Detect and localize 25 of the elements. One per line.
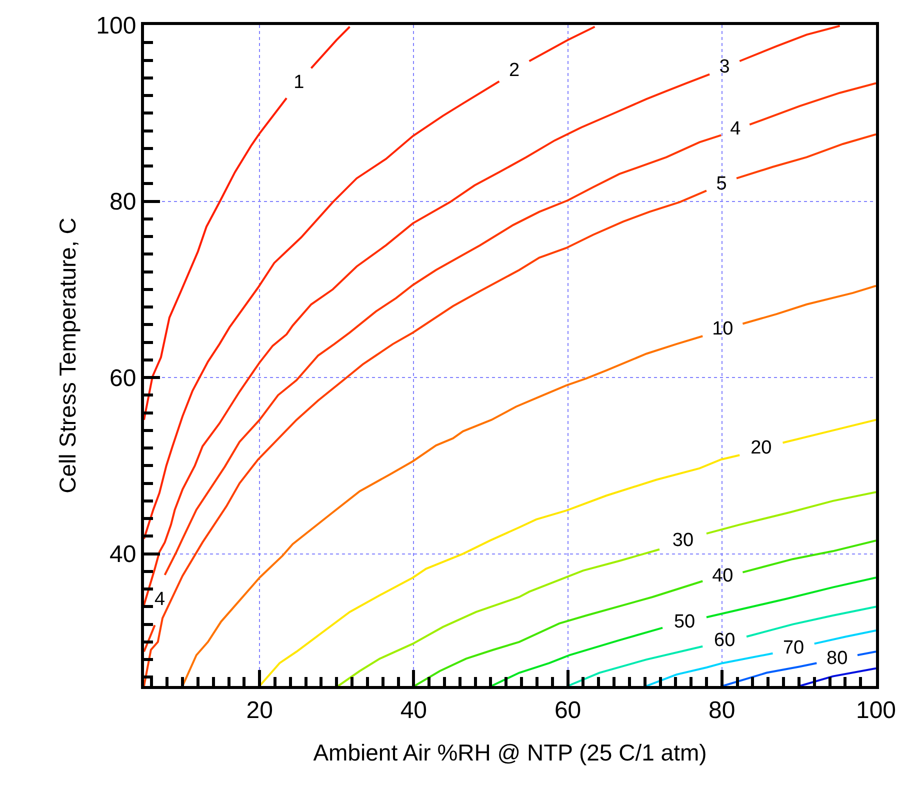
- y-tick-label: 100: [96, 12, 136, 40]
- text: 4: [154, 588, 166, 610]
- x-tick-label: 100: [856, 696, 896, 724]
- x-tick-label: 80: [708, 696, 736, 724]
- series-label: 1: [294, 72, 304, 93]
- x-tick-label: 60: [554, 696, 582, 724]
- series-label: 3: [719, 56, 730, 78]
- series-label: 2: [508, 60, 520, 82]
- series-label: 80: [826, 648, 848, 669]
- series-label: 5: [716, 173, 727, 194]
- x-axis-title: Ambient Air %RH @ NTP (25 C/1 atm): [313, 739, 707, 766]
- x-tick-label: 20: [246, 696, 273, 724]
- series-label: 10: [712, 318, 734, 340]
- series-label: 70: [782, 637, 804, 658]
- y-tick-label: 60: [109, 364, 136, 392]
- series-label: 30: [672, 530, 694, 552]
- series-label: 60: [714, 630, 736, 652]
- y-axis-title: Cell Stress Temperature, C: [54, 218, 81, 494]
- series-label: 4: [730, 118, 742, 140]
- y-tick-label: 80: [109, 188, 136, 216]
- x-tick-label: 40: [400, 696, 428, 724]
- series-label: 20: [750, 438, 772, 459]
- series-label: 50: [674, 611, 696, 632]
- series-label: 40: [712, 565, 734, 586]
- y-tick-label: 40: [109, 541, 136, 568]
